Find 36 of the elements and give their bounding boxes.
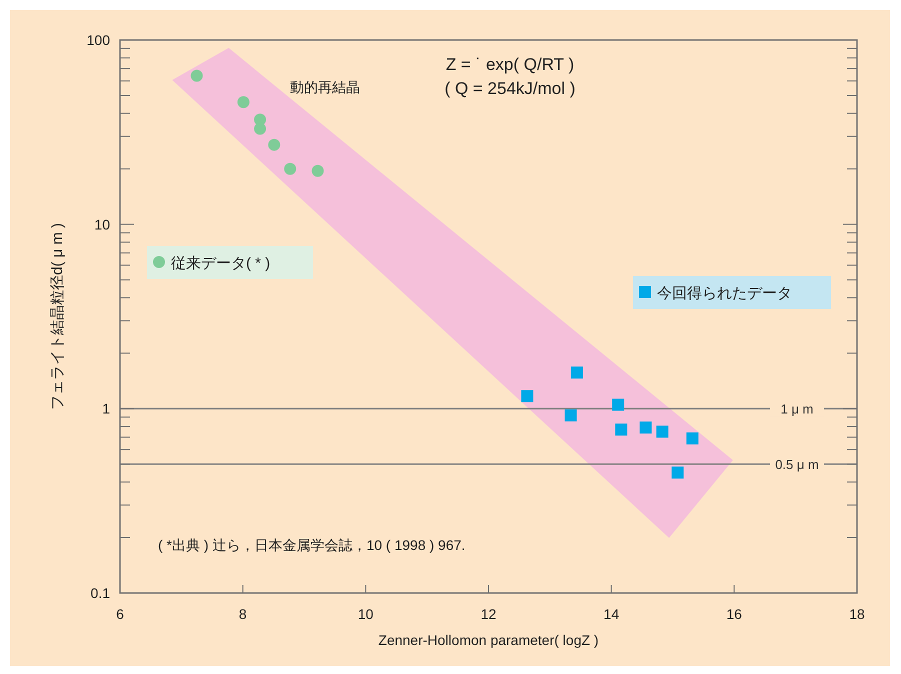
point [237,96,250,108]
x-tick-label: 10 [358,606,374,622]
point [564,409,577,422]
ref-line-label: 0.5 μ m [775,457,819,472]
point [190,70,203,82]
legend-label: 従来データ( * ) [171,255,270,272]
point [615,424,628,436]
x-axis-title: Zenner-Hollomon parameter( logZ ) [378,632,599,648]
point [570,366,583,379]
point [640,422,652,434]
point [686,432,698,444]
legend-label: 今回得られたデータ [657,285,792,302]
point [672,466,684,479]
x-tick-label: 18 [849,606,865,622]
point [312,164,324,177]
point [254,122,266,135]
y-tick-label: 0.1 [90,585,110,601]
point [612,398,624,411]
point [284,162,296,175]
x-tick-label: 12 [480,606,496,622]
x-tick-label: 16 [726,606,742,622]
ref-line-label: 1 μ m [780,402,814,417]
y-axis-title: フェライト結晶粒径d( μ m ) [49,223,66,410]
x-tick-label: 8 [238,606,247,622]
annotation: ( Q = 254kJ/mol ) [444,79,576,98]
point [521,390,534,402]
y-tick-label: 100 [86,32,110,48]
annotation: 動的再結晶 [290,79,360,95]
point [268,138,280,151]
x-tick-label: 6 [116,606,124,622]
y-tick-label: 1 [102,400,110,417]
annotation: Z = ˙ exp( Q/RT ) [446,55,574,74]
y-tick-label: 10 [94,216,110,232]
annotation: ( *出典 ) 辻ら，日本金属学会誌，10 ( 1998 ) 967. [158,537,466,553]
point [656,426,668,438]
x-tick-label: 14 [604,606,620,622]
